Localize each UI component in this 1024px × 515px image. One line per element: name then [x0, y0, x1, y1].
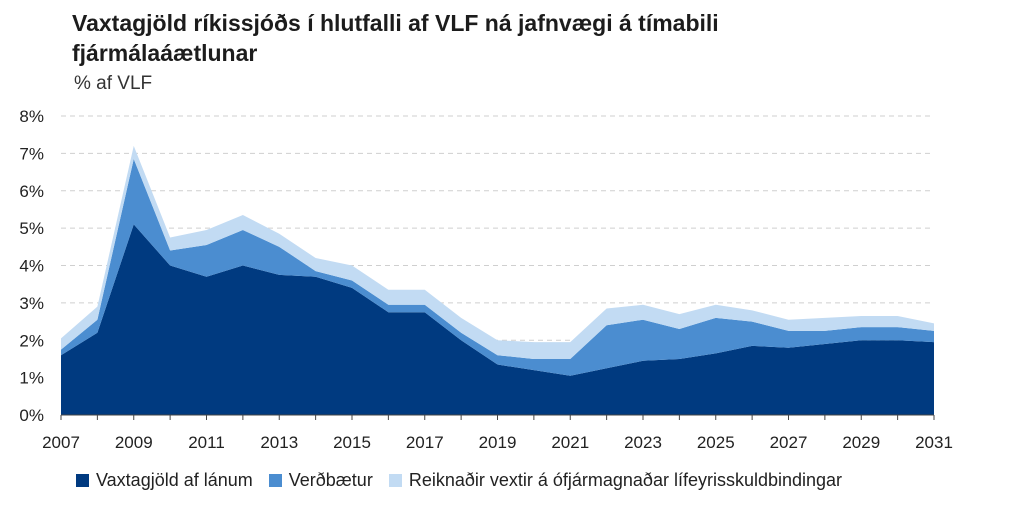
- legend-swatch: [268, 474, 282, 487]
- legend: Vaxtagjöld af lánum Verðbætur Reiknaðir …: [76, 470, 858, 491]
- y-tick-label: 1%: [19, 369, 44, 388]
- legend-item-reiknadir-vextir: Reiknaðir vextir á ófjármagnaðar lífeyri…: [388, 470, 843, 491]
- x-tick-label: 2015: [333, 433, 371, 452]
- legend-item-verdbaetur: Verðbætur: [268, 470, 373, 491]
- chart-subtitle: % af VLF: [74, 73, 153, 94]
- chart-title: Vaxtagjöld ríkissjóðs í hlutfalli af VLF…: [72, 10, 719, 66]
- x-tick-label: 2011: [188, 433, 225, 452]
- x-tick-label: 2019: [479, 433, 517, 452]
- y-tick-label: 5%: [19, 219, 44, 238]
- x-tick-label: 2007: [42, 433, 80, 452]
- area-series-2: [61, 158, 934, 376]
- legend-label: Reiknaðir vextir á ófjármagnaðar lífeyri…: [408, 470, 843, 490]
- area-series-1: [61, 224, 934, 415]
- x-tick-label: 2031: [915, 433, 953, 452]
- x-tick-label: 2009: [115, 433, 153, 452]
- x-tick-label: 2029: [842, 433, 880, 452]
- x-tick-label: 2025: [697, 433, 735, 452]
- legend-label: Verðbætur: [288, 470, 373, 490]
- y-tick-label: 6%: [19, 182, 44, 201]
- y-tick-label: 3%: [19, 294, 44, 313]
- x-tick-label: 2017: [406, 433, 444, 452]
- x-tick-label: 2021: [551, 433, 589, 452]
- y-tick-label: 7%: [19, 144, 44, 163]
- y-tick-label: 8%: [19, 107, 44, 126]
- legend-swatch: [388, 474, 402, 487]
- legend-swatch: [76, 474, 89, 487]
- x-tick-label: 2013: [260, 433, 298, 452]
- x-tick-label: 2027: [770, 433, 808, 452]
- y-tick-label: 4%: [19, 257, 44, 276]
- y-tick-label: 0%: [19, 406, 44, 425]
- legend-item-vaxtagjold: Vaxtagjöld af lánum: [76, 470, 253, 491]
- area-series-3: [61, 145, 934, 359]
- legend-label: Vaxtagjöld af lánum: [96, 470, 253, 490]
- y-tick-label: 2%: [19, 331, 44, 350]
- x-tick-label: 2023: [624, 433, 662, 452]
